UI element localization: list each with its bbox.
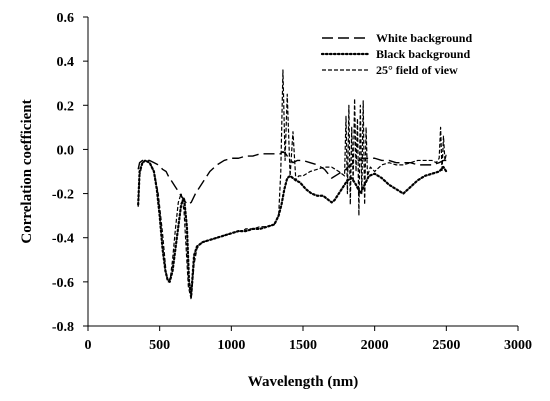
series-line-3 bbox=[137, 69, 447, 301]
y-axis-title: Correlation coefficient bbox=[19, 99, 35, 243]
y-tick-label: -0.4 bbox=[52, 232, 74, 247]
x-tick-label: 2000 bbox=[361, 338, 389, 353]
x-tick-label: 1500 bbox=[289, 338, 317, 353]
y-tick-label: 0.4 bbox=[57, 55, 75, 70]
x-tick-label: 500 bbox=[149, 338, 170, 353]
x-tick-label: 0 bbox=[85, 338, 92, 353]
y-axis-ticks: -0.8 -0.6 -0.4 -0.2 0.0 0.2 0.4 0.6 bbox=[52, 11, 88, 335]
legend-label: 25° field of view bbox=[376, 63, 458, 77]
y-tick-label: 0.2 bbox=[57, 99, 75, 114]
x-tick-label: 3000 bbox=[504, 338, 532, 353]
x-axis-ticks: 0 500 1000 1500 2000 2500 3000 bbox=[85, 326, 532, 353]
axes: 0 500 1000 1500 2000 2500 3000 -0.8-0.6-0.4-0.… bbox=[52, 11, 532, 353]
legend-label: White background bbox=[376, 31, 472, 45]
y-tick-label: -0.8 bbox=[52, 320, 74, 335]
y-tick-label: 0.0 bbox=[57, 143, 75, 158]
series-line-2 bbox=[137, 159, 448, 297]
x-tick-label: 1000 bbox=[217, 338, 245, 353]
y-tick-label: -0.2 bbox=[52, 188, 74, 203]
plot-area bbox=[137, 69, 448, 301]
legend-label: Black background bbox=[376, 47, 470, 61]
x-tick-label: 2500 bbox=[432, 338, 460, 353]
y-tick-label: -0.6 bbox=[52, 276, 74, 291]
x-axis-title: Wavelength (nm) bbox=[248, 374, 358, 390]
y-tick-label: 0.6 bbox=[57, 11, 75, 26]
legend: White background Black background 25° fiel… bbox=[320, 31, 472, 77]
